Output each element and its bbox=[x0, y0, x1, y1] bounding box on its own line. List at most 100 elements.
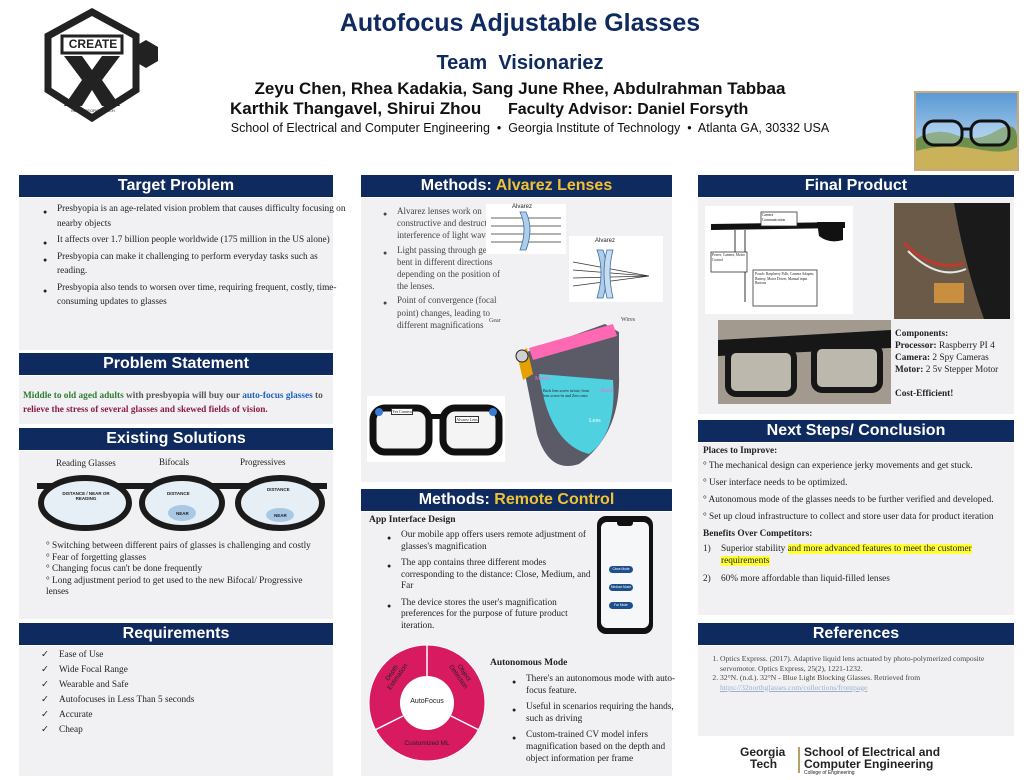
existing-solutions-header: Existing Solutions bbox=[19, 428, 333, 450]
gt-wordmark: Georgia Tech bbox=[740, 746, 785, 770]
lens-label-progressive-near: NEAR bbox=[274, 513, 287, 518]
requirement-item: Wide Focal Range bbox=[41, 665, 339, 676]
improve-item: ° The mechanical design can experience j… bbox=[703, 461, 973, 471]
problem-statement-header: Problem Statement bbox=[19, 353, 333, 375]
improve-heading: Places to Improve: bbox=[703, 446, 778, 456]
existing-issue: ° Changing focus can't be done frequentl… bbox=[46, 564, 203, 574]
target-problem-title: Target Problem bbox=[117, 177, 235, 194]
autonomous-item: Useful in scenarios requiring the hands,… bbox=[512, 701, 686, 725]
cad-label-note: Back lens screw in/out; front lens screw… bbox=[543, 388, 590, 398]
ps-product: auto-focus glasses bbox=[242, 391, 313, 401]
georgia-tech-footer-logo: Georgia Tech School of Electrical and Co… bbox=[740, 744, 970, 778]
target-problem-panel: Presbyopia is an age-related vision prob… bbox=[19, 198, 345, 350]
phone-notch bbox=[617, 522, 633, 526]
reference-text: 32°N. (n.d.). 32°N - Blue Light Blocking… bbox=[720, 673, 921, 682]
problem-statement-text: Middle to old aged adults with presbyopi… bbox=[23, 389, 333, 417]
next-steps-header: Next Steps/ Conclusion bbox=[698, 420, 1014, 442]
authors-line-1: Zeyu Chen, Rhea Kadakia, Sang June Rhee,… bbox=[254, 79, 786, 98]
improve-item: ° User interface needs to be optimized. bbox=[703, 478, 848, 488]
component-camera: Camera: 2 Spy Cameras bbox=[895, 352, 1013, 364]
reference-item: Optics Express. (2017). Adaptive liquid … bbox=[720, 654, 1010, 673]
diagram-label-pouch: Pouch: Raspberry Pi4b, Camera Adapter, B… bbox=[755, 272, 815, 285]
autofocus-ring-diagram: AutoFocus Depth Estimation Object Detect… bbox=[367, 640, 487, 766]
label-reading-glasses: Reading Glasses bbox=[56, 458, 116, 468]
processor-value: Raspberry PI 4 bbox=[936, 341, 995, 351]
cad-label-wires: Wires bbox=[621, 317, 636, 323]
components-list: Components: Processor: Raspberry PI 4 Ca… bbox=[895, 328, 1013, 400]
gt-word-2: Tech bbox=[750, 757, 778, 771]
alvarez-item: Alvarez lenses work on constructive and … bbox=[383, 205, 501, 242]
methods-remote-highlight: Remote Control bbox=[494, 491, 615, 508]
target-problem-item: Presbyopia can make it challenging to pe… bbox=[43, 250, 347, 279]
camera-label: Camera: bbox=[895, 353, 931, 363]
methods-alvarez-header: Methods: Alvarez Lenses bbox=[361, 175, 672, 197]
alvarez-item: Point of convergence (focal point) chang… bbox=[383, 294, 501, 331]
target-problem-item: Presbyopia is an age-related vision prob… bbox=[43, 202, 347, 231]
alvarez-diagram-2: Alvarez bbox=[569, 236, 663, 302]
authors-line-2: Karthik Thangavel, Shirui Zhou bbox=[230, 99, 482, 118]
final-product-title: Final Product bbox=[804, 177, 908, 194]
autonomous-item: Custom-trained CV model infers magnifica… bbox=[512, 729, 686, 765]
lens-label-bifocal-near: NEAR bbox=[176, 511, 189, 516]
phone-medium-mode-button[interactable]: Medium Mode bbox=[609, 584, 633, 591]
autonomous-item: There's an autonomous mode with auto-foc… bbox=[512, 673, 686, 697]
alvarez-diagram-1: Alvarez bbox=[486, 204, 566, 254]
components-heading: Components: bbox=[895, 329, 949, 339]
existing-solutions-panel: Reading Glasses Bifocals Progressives DI… bbox=[19, 451, 333, 619]
component-motor: Motor: 2 5v Stepper Motor bbox=[895, 364, 1013, 376]
poster-title: Autofocus Adjustable Glasses bbox=[339, 9, 701, 37]
motor-closeup-photo bbox=[894, 203, 1010, 319]
improve-item: ° Autonomous mode of the glasses needs t… bbox=[703, 495, 994, 505]
lens-label-progressive-distance: DISTANCE bbox=[267, 487, 290, 492]
existing-issue: ° Fear of forgetting glasses bbox=[46, 552, 147, 563]
requirement-item: Autofocuses in Less Than 5 seconds bbox=[41, 695, 339, 706]
existing-issue: ° Switching between different pairs of g… bbox=[46, 541, 311, 551]
ps-target-users: Middle to old aged adults bbox=[23, 391, 124, 401]
problem-statement-panel: Middle to old aged adults with presbyopi… bbox=[19, 376, 333, 424]
problem-statement-title: Problem Statement bbox=[103, 355, 249, 372]
alvarez-label: Alvarez bbox=[512, 204, 533, 210]
cad-label-rack: Rack bbox=[601, 388, 614, 394]
cad-label-gear: Gear bbox=[489, 318, 501, 324]
ps-text: with presbyopia will buy our bbox=[123, 391, 243, 401]
existing-solutions-title: Existing Solutions bbox=[106, 430, 246, 447]
benefit-text: 60% more affordable than liquid-filled l… bbox=[721, 574, 890, 584]
component-processor: Processor: Raspberry PI 4 bbox=[895, 340, 1013, 352]
lens-comparison-illustration: DISTANCE / NEAR OR READING DISTANCE NEAR… bbox=[37, 471, 327, 531]
diagram-label-camera: Camera Communication bbox=[762, 213, 786, 222]
phone-mockup: Close Mode Medium Mode Far Mode bbox=[597, 516, 653, 634]
methods-remote-panel: App Interface Design Our mobile app offe… bbox=[361, 512, 675, 776]
final-product-diagram: Camera Communication Power, Camera, Moto… bbox=[705, 206, 853, 314]
college-line: College of Engineering bbox=[804, 770, 855, 776]
improve-item: ° Set up cloud infrastructure to collect… bbox=[703, 512, 994, 522]
cad-label-lens: Lens bbox=[589, 418, 601, 424]
benefits-heading: Benefits Over Competitors: bbox=[703, 529, 813, 539]
requirement-item: Ease of Use bbox=[41, 650, 339, 661]
benefit-text: Superior stability bbox=[721, 544, 788, 554]
cost-efficient: Cost-Efficient! bbox=[895, 389, 954, 399]
next-steps-panel: Places to Improve: ° The mechanical desi… bbox=[698, 443, 1014, 615]
createx-logo: CREATE built at GEORGIA TECH bbox=[36, 8, 164, 126]
existing-solutions-list: ° Switching between different pairs of g… bbox=[46, 541, 316, 599]
ring-label-ml: Customized ML bbox=[404, 740, 450, 747]
ps-benefit: relieve the stress of several glasses an… bbox=[23, 405, 268, 415]
benefit-number: 1) bbox=[703, 544, 711, 554]
school-line-1: School of Electrical and bbox=[804, 745, 941, 759]
benefit-item-2: 2) 60% more affordable than liquid-fille… bbox=[703, 573, 1008, 585]
gt-divider bbox=[798, 747, 800, 773]
reference-link[interactable]: https://32northglasses.com/collections/f… bbox=[720, 682, 868, 692]
phone-far-mode-button[interactable]: Far Mode bbox=[609, 602, 633, 609]
photo-label-camera: Yes Camera bbox=[391, 408, 413, 415]
ring-center-autofocus: AutoFocus bbox=[410, 698, 444, 705]
ps-text: to bbox=[312, 391, 323, 401]
requirements-title: Requirements bbox=[122, 625, 230, 642]
methods-alvarez-panel: Alvarez lenses work on constructive and … bbox=[361, 198, 672, 482]
app-interface-heading: App Interface Design bbox=[369, 515, 456, 525]
camera-value: 2 Spy Cameras bbox=[930, 353, 989, 363]
landscape-glasses-image bbox=[914, 91, 1019, 171]
requirements-header: Requirements bbox=[19, 623, 333, 645]
benefit-item-1: 1) Superior stability and more advanced … bbox=[703, 543, 1008, 567]
phone-close-mode-button[interactable]: Close Mode bbox=[609, 566, 633, 573]
methods-remote-header: Methods: Remote Control bbox=[361, 489, 672, 511]
methods-prefix: Methods: bbox=[418, 491, 495, 508]
